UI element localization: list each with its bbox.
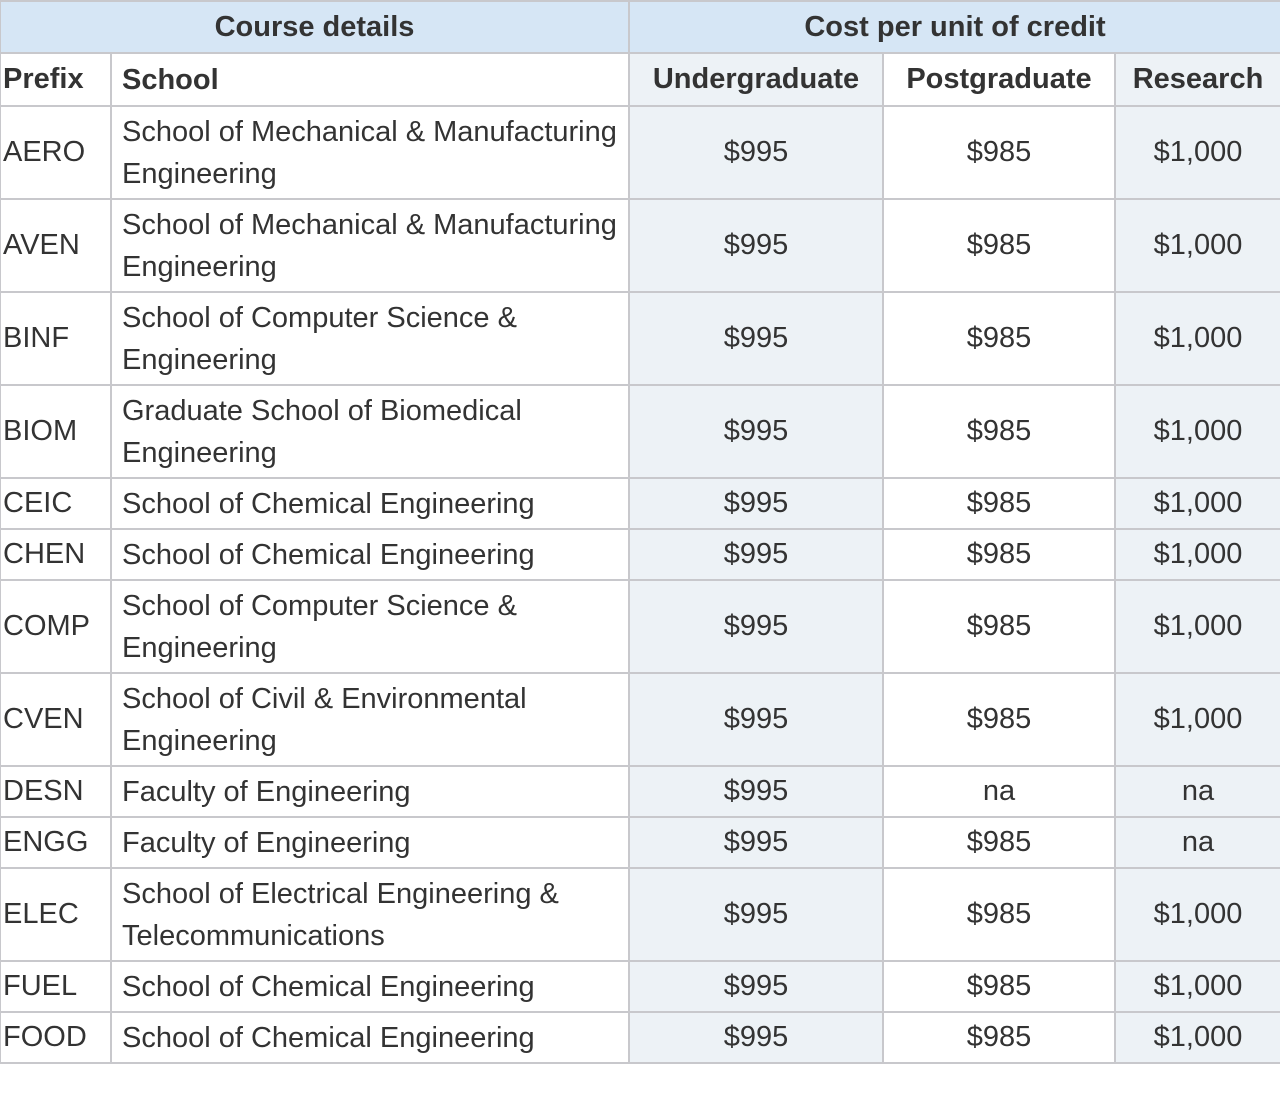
cell-postgraduate: na [882, 765, 1116, 818]
table-row: AERO School of Mechanical & Manufacturin… [0, 105, 1280, 200]
table-row: BINF School of Computer Science & Engine… [0, 291, 1280, 386]
cell-postgraduate: $985 [882, 672, 1116, 767]
cell-school: Faculty of Engineering [110, 765, 630, 818]
table-row: AVEN School of Mechanical & Manufacturin… [0, 198, 1280, 293]
cell-postgraduate: $985 [882, 579, 1116, 674]
cell-prefix: BINF [0, 291, 112, 386]
cell-prefix: AVEN [0, 198, 112, 293]
cell-school: School of Mechanical & Manufacturing Eng… [110, 105, 630, 200]
cell-school: School of Chemical Engineering [110, 528, 630, 581]
cell-research: na [1113, 765, 1280, 818]
table-row: DESN Faculty of Engineering $995 na na [0, 765, 1280, 818]
cell-postgraduate: $985 [882, 198, 1116, 293]
table-row: ELEC School of Electrical Engineering & … [0, 867, 1280, 962]
table-row: CVEN School of Civil & Environmental Eng… [0, 672, 1280, 767]
cell-research: $1,000 [1113, 384, 1280, 479]
cell-undergraduate: $995 [628, 528, 884, 581]
cell-prefix: AERO [0, 105, 112, 200]
cell-prefix: CHEN [0, 528, 112, 581]
cell-undergraduate: $995 [628, 384, 884, 479]
table-row: CHEN School of Chemical Engineering $995… [0, 528, 1280, 581]
cell-prefix: FUEL [0, 960, 112, 1013]
cell-prefix: FOOD [0, 1011, 112, 1064]
cell-research: $1,000 [1113, 867, 1280, 962]
cell-prefix: BIOM [0, 384, 112, 479]
cell-undergraduate: $995 [628, 672, 884, 767]
column-header-research: Research [1113, 52, 1280, 107]
cell-postgraduate: $985 [882, 105, 1116, 200]
cell-school: School of Civil & Environmental Engineer… [110, 672, 630, 767]
cell-school: Graduate School of Biomedical Engineerin… [110, 384, 630, 479]
cell-postgraduate: $985 [882, 528, 1116, 581]
cell-undergraduate: $995 [628, 579, 884, 674]
cell-prefix: CEIC [0, 477, 112, 530]
column-header-school: School [110, 52, 630, 107]
cell-postgraduate: $985 [882, 1011, 1116, 1064]
cell-undergraduate: $995 [628, 816, 884, 869]
cell-research: $1,000 [1113, 477, 1280, 530]
cell-postgraduate: $985 [882, 960, 1116, 1013]
column-header-undergraduate: Undergraduate [628, 52, 884, 107]
cell-prefix: CVEN [0, 672, 112, 767]
cell-prefix: ENGG [0, 816, 112, 869]
cell-school: School of Chemical Engineering [110, 960, 630, 1013]
table-row: BIOM Graduate School of Biomedical Engin… [0, 384, 1280, 479]
cell-school: Faculty of Engineering [110, 816, 630, 869]
cell-research: $1,000 [1113, 105, 1280, 200]
cell-research: $1,000 [1113, 528, 1280, 581]
cell-undergraduate: $995 [628, 477, 884, 530]
cell-prefix: ELEC [0, 867, 112, 962]
column-header-prefix: Prefix [0, 52, 112, 107]
cell-undergraduate: $995 [628, 867, 884, 962]
cell-prefix: COMP [0, 579, 112, 674]
column-header-postgraduate: Postgraduate [882, 52, 1116, 107]
cell-undergraduate: $995 [628, 198, 884, 293]
cell-research: $1,000 [1113, 672, 1280, 767]
cell-undergraduate: $995 [628, 291, 884, 386]
group-header-course-details: Course details [0, 0, 630, 54]
course-cost-table: Course details Cost per unit of credit P… [0, 0, 1280, 1064]
cell-school: School of Chemical Engineering [110, 477, 630, 530]
cell-school: School of Electrical Engineering & Telec… [110, 867, 630, 962]
cell-postgraduate: $985 [882, 384, 1116, 479]
cell-undergraduate: $995 [628, 765, 884, 818]
cell-school: School of Mechanical & Manufacturing Eng… [110, 198, 630, 293]
table-row: CEIC School of Chemical Engineering $995… [0, 477, 1280, 530]
cell-postgraduate: $985 [882, 867, 1116, 962]
cell-research: $1,000 [1113, 1011, 1280, 1064]
cell-school: School of Computer Science & Engineering [110, 291, 630, 386]
table-row: COMP School of Computer Science & Engine… [0, 579, 1280, 674]
cell-research: $1,000 [1113, 198, 1280, 293]
cell-research: na [1113, 816, 1280, 869]
cell-school: School of Chemical Engineering [110, 1011, 630, 1064]
table-row: FUEL School of Chemical Engineering $995… [0, 960, 1280, 1013]
cell-undergraduate: $995 [628, 1011, 884, 1064]
cell-undergraduate: $995 [628, 105, 884, 200]
cell-school: School of Computer Science & Engineering [110, 579, 630, 674]
cell-undergraduate: $995 [628, 960, 884, 1013]
cell-research: $1,000 [1113, 960, 1280, 1013]
cell-postgraduate: $985 [882, 816, 1116, 869]
table-row: ENGG Faculty of Engineering $995 $985 na [0, 816, 1280, 869]
cell-prefix: DESN [0, 765, 112, 818]
cell-research: $1,000 [1113, 291, 1280, 386]
cell-postgraduate: $985 [882, 291, 1116, 386]
table-row: FOOD School of Chemical Engineering $995… [0, 1011, 1280, 1064]
cell-research: $1,000 [1113, 579, 1280, 674]
group-header-cost-per-unit: Cost per unit of credit [627, 0, 1280, 54]
cell-postgraduate: $985 [882, 477, 1116, 530]
